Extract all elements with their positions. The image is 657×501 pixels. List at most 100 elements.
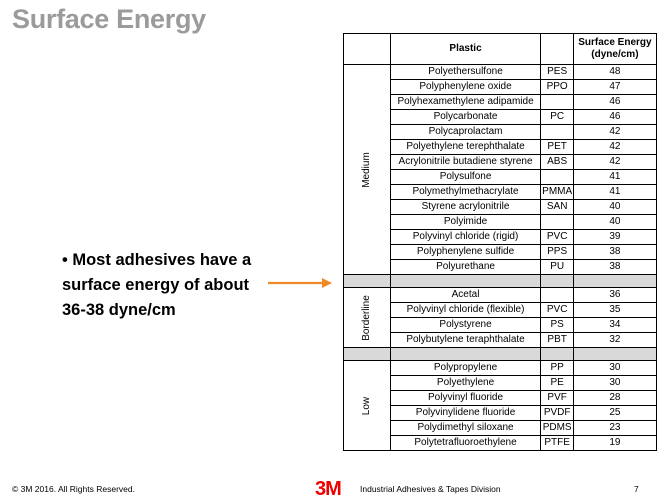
surface-energy-cell: 42 [572, 139, 657, 155]
plastic-name-cell: Polyimide [389, 214, 542, 230]
group-label-low: Low [343, 360, 391, 451]
plastic-name-cell: Polyhexamethylene adipamide [389, 94, 542, 110]
separator-cell [572, 274, 657, 288]
group-label-text: Borderline [360, 294, 372, 341]
table-row: Polyhexamethylene adipamide 46 [344, 94, 657, 110]
surface-energy-cell: 42 [572, 124, 657, 140]
group-label-borderline: Borderline [343, 287, 391, 348]
plastic-abbr-cell: PPS [540, 244, 574, 260]
plastic-abbr-cell [540, 94, 574, 110]
plastic-name-cell: Polydimethyl siloxane [389, 420, 542, 436]
plastic-name-cell: Polyvinyl chloride (flexible) [389, 302, 542, 318]
separator-cell [389, 347, 542, 361]
plastic-name-cell: Polypropylene [389, 360, 542, 376]
plastic-name-cell: Polysulfone [389, 169, 542, 185]
plastic-name-cell: Acrylonitrile butadiene styrene [389, 154, 542, 170]
plastic-name-cell: Polycarbonate [389, 109, 542, 125]
table-row: Polycarbonate PC 46 [344, 109, 657, 125]
table-body: Medium Polyethersulfone PES 48 Polyphenylene… [343, 64, 657, 451]
surface-energy-cell: 40 [572, 214, 657, 230]
table-row: Polystyrene PS 34 [344, 317, 657, 333]
plastic-abbr-cell: SAN [540, 199, 574, 215]
plastic-name-cell: Polyvinyl chloride (rigid) [389, 229, 542, 245]
table-row: Polyvinylidene fluoride PVDF 25 [344, 405, 657, 421]
plastic-abbr-cell: PVC [540, 229, 574, 245]
plastic-abbr-cell: PPO [540, 79, 574, 95]
plastic-name-cell: Polycaprolactam [389, 124, 542, 140]
plastic-abbr-cell [540, 214, 574, 230]
surface-energy-cell: 39 [572, 229, 657, 245]
surface-energy-cell: 36 [572, 287, 657, 303]
surface-energy-cell: 30 [572, 375, 657, 391]
table-row: Borderline Acetal 36 [343, 287, 657, 348]
table-row: Polyvinyl chloride (rigid) PVC 39 [344, 229, 657, 245]
bullet-text: • Most adhesives have a surface energy o… [62, 251, 252, 319]
table-row: Polycaprolactam 42 [344, 124, 657, 140]
plastic-abbr-cell: PTFE [540, 435, 574, 451]
plastic-name-cell: Polytetrafluoroethylene [389, 435, 542, 451]
separator-cell [389, 274, 542, 288]
plastic-header: Plastic [389, 33, 542, 65]
plastic-name-cell: Polyphenylene sulfide [389, 244, 542, 260]
surface-energy-cell: 41 [572, 169, 657, 185]
group-label-text: Low [360, 396, 372, 415]
plastic-name-cell: Polystyrene [389, 317, 542, 333]
separator-cell [540, 347, 574, 361]
3m-logo: 3M [315, 478, 342, 500]
table-row: Polyethylene PE 30 [344, 375, 657, 391]
plastic-name-cell: Acetal [389, 287, 542, 303]
surface-energy-cell: 19 [572, 435, 657, 451]
plastic-abbr-cell: ABS [540, 154, 574, 170]
page-title: Surface Energy [12, 4, 206, 34]
plastic-name-cell: Styrene acrylonitrile [389, 199, 542, 215]
plastic-name-cell: Polybutylene teraphthalate [389, 332, 542, 348]
table-row: Polyphenylene oxide PPO 47 [344, 79, 657, 95]
separator-cell [343, 274, 391, 288]
table-row: Polybutylene teraphthalate PBT 32 [344, 332, 657, 348]
table-row: Polyphenylene sulfide PPS 38 [344, 244, 657, 260]
group-separator-row [343, 274, 657, 288]
surface-energy-cell: 48 [572, 64, 657, 80]
surface-energy-cell: 35 [572, 302, 657, 318]
surface-energy-cell: 42 [572, 154, 657, 170]
plastic-abbr-cell: PES [540, 64, 574, 80]
surface-energy-cell: 46 [572, 109, 657, 125]
plastic-abbr-cell [540, 169, 574, 185]
plastic-abbr-cell: PBT [540, 332, 574, 348]
table-row: Polyvinyl chloride (flexible) PVC 35 [344, 302, 657, 318]
plastic-abbr-cell: PP [540, 360, 574, 376]
table-row: Polyimide 40 [344, 214, 657, 230]
surface-energy-header: Surface Energy (dyne/cm) [572, 33, 657, 65]
table-row: Polysulfone 41 [344, 169, 657, 185]
group-header [343, 33, 391, 65]
surface-energy-cell: 34 [572, 317, 657, 333]
plastic-abbr-cell: PVF [540, 390, 574, 406]
plastic-abbr-cell: PVC [540, 302, 574, 318]
surface-energy-cell: 28 [572, 390, 657, 406]
plastic-name-cell: Polyethylene [389, 375, 542, 391]
plastic-abbr-cell: PS [540, 317, 574, 333]
table-row: Polytetrafluoroethylene PTFE 19 [344, 435, 657, 451]
plastic-name-cell: Polyphenylene oxide [389, 79, 542, 95]
plastic-abbr-cell: PU [540, 259, 574, 275]
table-row: Low Polypropylene PP 30 [343, 360, 657, 451]
separator-cell [572, 347, 657, 361]
table-row: Medium Polyethersulfone PES 48 [343, 64, 657, 275]
plastic-name-cell: Polymethylmethacrylate [389, 184, 542, 200]
surface-energy-cell: 40 [572, 199, 657, 215]
surface-energy-cell: 32 [572, 332, 657, 348]
table-row: Polymethylmethacrylate PMMA 41 [344, 184, 657, 200]
plastic-abbr-cell [540, 287, 574, 303]
surface-energy-cell: 38 [572, 259, 657, 275]
surface-energy-cell: 41 [572, 184, 657, 200]
plastic-abbr-cell: PVDF [540, 405, 574, 421]
plastic-name-cell: Polyurethane [389, 259, 542, 275]
plastic-abbr-cell: PE [540, 375, 574, 391]
separator-cell [343, 347, 391, 361]
group-label-text: Medium [360, 151, 372, 188]
surface-energy-cell: 25 [572, 405, 657, 421]
division-text: Industrial Adhesives & Tapes Division [360, 484, 501, 494]
table-row: Polyvinyl fluoride PVF 28 [344, 390, 657, 406]
group-label-medium: Medium [343, 64, 391, 275]
plastic-name-cell: Polyvinylidene fluoride [389, 405, 542, 421]
